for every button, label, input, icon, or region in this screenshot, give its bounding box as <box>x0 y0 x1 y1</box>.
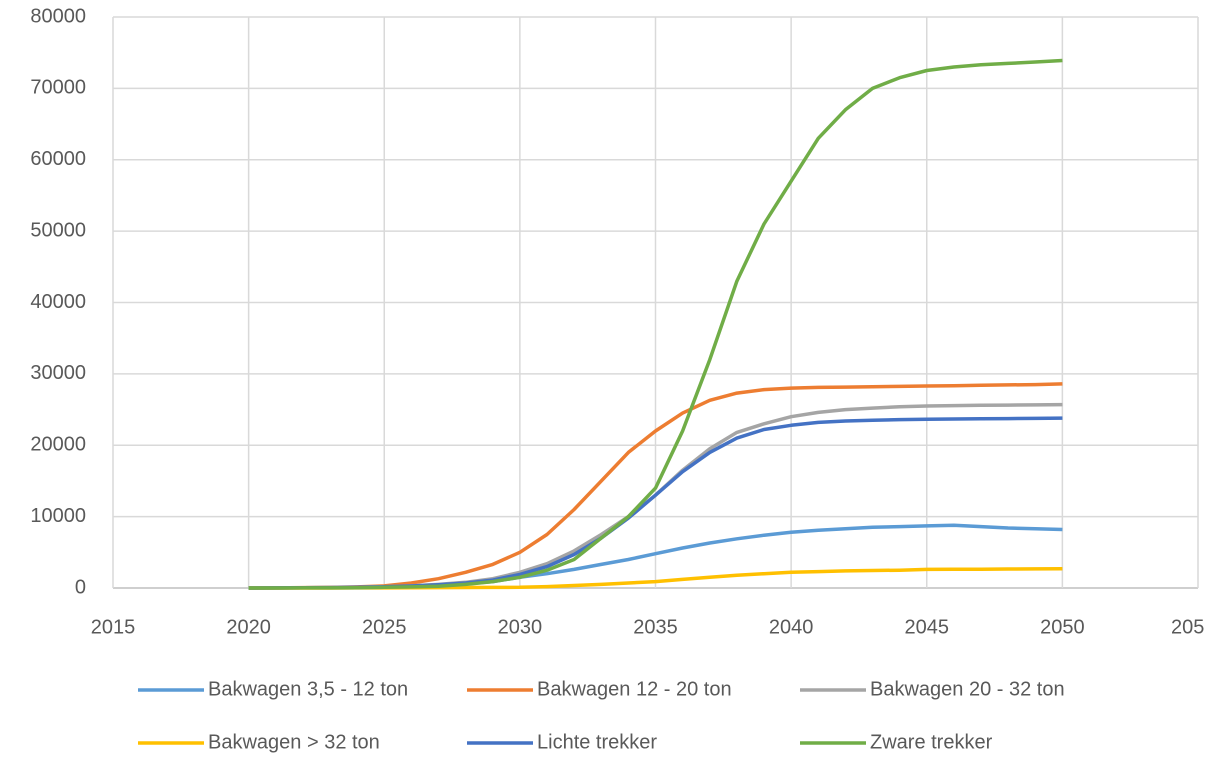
series-line <box>248 58 1063 590</box>
y-tick-label: 50000 <box>30 219 86 241</box>
y-tick-label: 30000 <box>30 362 86 384</box>
legend-label: Lichte trekker <box>537 731 657 753</box>
y-tick-label: 70000 <box>30 77 86 99</box>
x-tick-label: 2040 <box>769 616 814 638</box>
legend-label: Bakwagen 12 - 20 ton <box>537 678 732 700</box>
x-tick-label: 2025 <box>362 616 407 638</box>
x-tick-label: 2035 <box>633 616 678 638</box>
y-tick-label: 40000 <box>30 291 86 313</box>
legend-label: Zware trekker <box>870 731 993 753</box>
x-tick-label: 2015 <box>91 616 136 638</box>
y-tick-label: 0 <box>75 576 86 598</box>
legend-label: Bakwagen 3,5 - 12 ton <box>208 678 408 700</box>
y-tick-label: 10000 <box>30 505 86 527</box>
y-tick-label: 80000 <box>30 5 86 27</box>
x-tick-label: 2050 <box>1040 616 1085 638</box>
x-tick-label: 2030 <box>498 616 543 638</box>
legend-label: Bakwagen > 32 ton <box>208 731 380 753</box>
x-tick-label: 2020 <box>226 616 271 638</box>
legend-label: Bakwagen 20 - 32 ton <box>870 678 1065 700</box>
y-tick-label: 20000 <box>30 434 86 456</box>
x-tick-label: 205 <box>1171 616 1204 638</box>
y-tick-label: 60000 <box>30 148 86 170</box>
x-tick-label: 2045 <box>905 616 950 638</box>
